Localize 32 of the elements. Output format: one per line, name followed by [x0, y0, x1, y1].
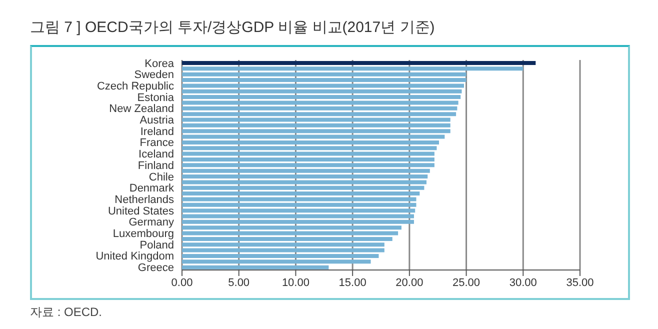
bar: [182, 265, 329, 270]
x-tick-label: 0.00: [171, 276, 193, 289]
y-tick-label: Finland: [138, 160, 174, 172]
x-tick-label: 10.00: [282, 276, 310, 289]
y-tick-label: Luxembourg: [112, 228, 174, 240]
x-tick-label: 30.00: [509, 276, 537, 289]
y-tick-label: Iceland: [138, 148, 174, 161]
y-tick-label: Korea: [144, 58, 175, 70]
y-tick-label: United States: [108, 205, 174, 218]
x-tick-label: 35.00: [566, 276, 594, 289]
y-tick-label: Ireland: [140, 126, 174, 138]
x-tick-label: 15.00: [338, 276, 366, 289]
y-tick-label: Poland: [140, 239, 174, 252]
bar: [182, 66, 524, 71]
y-tick-label: New Zealand: [109, 103, 174, 116]
y-tick-label: Netherlands: [114, 194, 174, 206]
text: 자료 : OECD.: [30, 304, 102, 321]
y-tick-label: Czech Republic: [96, 80, 174, 92]
y-tick-label: Sweden: [134, 69, 174, 82]
x-tick-label: 5.00: [228, 276, 250, 289]
y-tick-label: Austria: [140, 114, 175, 126]
y-tick-label: Chile: [148, 171, 174, 184]
y-tick-label: Denmark: [129, 182, 174, 195]
bar: [182, 61, 536, 65]
y-tick-label: France: [140, 137, 174, 150]
chart-title: 그림 7 ] OECD국가의 투자/경상GDP 비율 비교(2017년 기준): [30, 18, 435, 37]
y-tick-label: Germany: [128, 216, 174, 229]
x-tick-label: 25.00: [452, 276, 480, 289]
y-tick-label: United Kingdom: [96, 250, 174, 263]
y-tick-label: Estonia: [137, 92, 175, 104]
y-tick-label: Greece: [138, 262, 174, 274]
x-tick-label: 20.00: [396, 276, 424, 289]
